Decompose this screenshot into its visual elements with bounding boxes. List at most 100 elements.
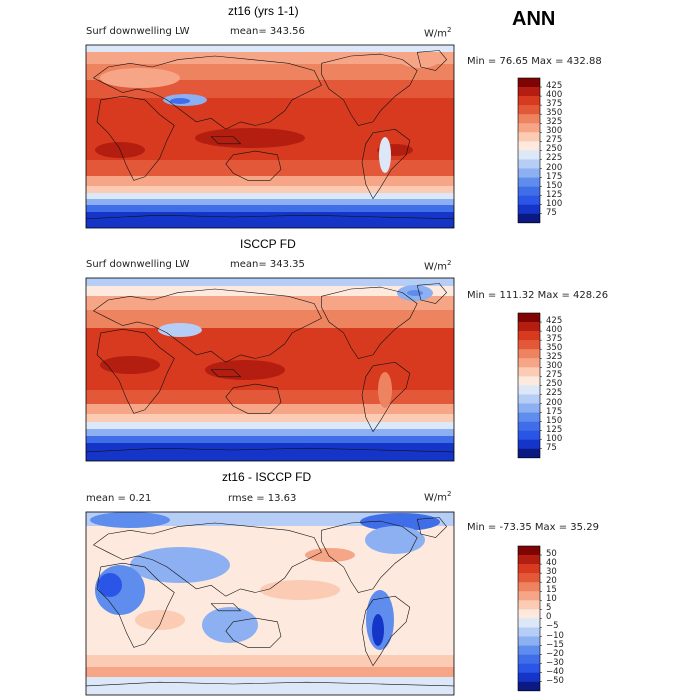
coastline [210,369,242,378]
colorbar-2-label: 175 [546,406,563,417]
colorbar-3-cell [518,645,540,655]
colorbar-1-label: 150 [546,180,563,191]
map-panel-2-frame [85,277,455,462]
panel-1-minmax: Min = 76.65 Max = 432.88 [467,56,602,67]
colorbar-3-cell [518,636,540,646]
colorbar-3-cell [518,546,540,556]
coastline [85,447,455,453]
map-panel-3-frame [85,511,455,696]
coastline [96,328,175,414]
colorbar-1-label: 300 [546,126,563,137]
season-label: ANN [512,8,556,30]
colorbar-2-cell [518,376,540,386]
colorbar-3-cell [518,573,540,583]
colorbar-1-label: 375 [546,99,563,110]
colorbar-2-label: 275 [546,370,563,381]
colorbar-1-cell [518,177,540,187]
colorbar-panel-3 [517,545,542,692]
colorbar-2-cell [518,412,540,422]
colorbar-2-label: 300 [546,361,563,372]
coastline [321,53,418,126]
colorbar-panel-1 [517,77,542,224]
colorbar-1-cell [518,78,540,88]
colorbar-3-label: −30 [546,657,564,668]
colorbar-1-label: 275 [546,135,563,146]
coastline [225,150,282,181]
panel-1-title: zt16 (yrs 1-1) [228,4,299,18]
colorbar-3-label: 15 [546,585,557,596]
colorbar-panel-2 [517,312,542,459]
colorbar-1-label: 100 [546,198,563,209]
colorbar-3-label: 50 [546,549,557,560]
colorbar-2-cell [518,430,540,440]
colorbar-1-cell [518,204,540,215]
panel-3-title: zt16 - ISCCP FD [222,470,312,484]
colorbar-3-label: −15 [546,639,564,650]
colorbar-1-label: 250 [546,144,563,155]
map-panel-1-frame [85,44,455,229]
colorbar-1-cell [518,141,540,151]
colorbar-3-cell [518,591,540,601]
colorbar-2-cell [518,367,540,377]
colorbar-2-cell [518,313,540,323]
colorbar-1-cell [518,96,540,106]
colorbar-1-label: 200 [546,162,563,173]
coastlines-panel-1 [85,50,455,220]
coastline [416,50,448,71]
map-panel-1 [86,45,454,228]
colorbar-3-label: −50 [546,675,564,686]
coastline [85,214,455,220]
panel-1-variable-label: Surf downwelling LW [86,26,190,37]
panel-2-variable-label: Surf downwelling LW [86,259,190,270]
colorbar-3-label: −20 [546,648,564,659]
colorbar-3-cell [518,582,540,592]
colorbar-1-cell [518,105,540,115]
coastline [210,136,242,145]
colorbar-3-label: 40 [546,558,557,569]
colorbar-2-cell [518,340,540,350]
colorbar-2-label: 225 [546,388,563,399]
coastline [321,520,418,593]
colorbar-1-cell [518,114,540,124]
colorbar-3-label: −10 [546,630,564,641]
panel-3-units: W/m2 [424,490,452,504]
colorbar-1-label: 75 [546,207,557,218]
colorbar-2-cell [518,358,540,368]
colorbar-2-label: 125 [546,424,563,435]
panel-2-mean-label: mean= 343.35 [230,259,305,270]
coastline [416,283,448,304]
coastline [416,517,448,538]
colorbar-1-label: 175 [546,171,563,182]
colorbar-2-cell [518,349,540,359]
colorbar-2-cell [518,331,540,341]
colorbar-3-cell [518,618,540,628]
colorbar-2-cell [518,448,540,459]
colorbar-1-cell [518,168,540,178]
colorbar-1-cell [518,213,540,224]
colorbar-3-label: 5 [546,603,552,614]
coastline [93,522,322,597]
colorbar-2-label: 375 [546,334,563,345]
map-panel-3 [86,512,454,695]
colorbar-1-cell [518,159,540,169]
colorbar-2-cell [518,421,540,431]
coastlines-panel-3 [85,517,455,687]
coastline [361,361,411,433]
panel-3-rmse-label: rmse = 13.63 [228,493,297,504]
map-panel-2 [86,278,454,461]
panel-3-minmax: Min = -73.35 Max = 35.29 [467,522,599,533]
colorbar-2-cell [518,394,540,404]
colorbar-3-label: 10 [546,594,557,605]
colorbar-3-cell [518,663,540,673]
colorbar-2-label: 75 [546,442,557,453]
panel-2-title: ISCCP FD [240,237,296,251]
colorbar-1-cell [518,150,540,160]
coastline [93,288,322,363]
panel-1-mean-label: mean= 343.56 [230,26,305,37]
colorbar-3-cell [518,555,540,565]
colorbar-1-label: 125 [546,189,563,200]
coastline [361,595,411,667]
coastline [225,617,282,648]
colorbar-3-label: 0 [546,612,552,623]
